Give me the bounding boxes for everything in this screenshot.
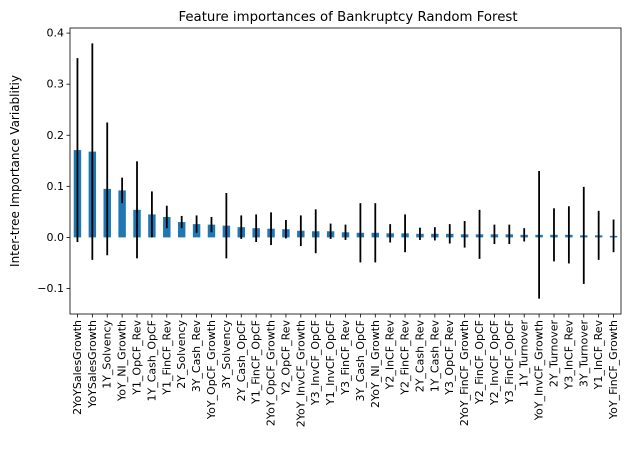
x-tick-label: Y2_FinCF_Rev bbox=[399, 320, 412, 396]
y-axis-ticks: −0.1 0.0 0.1 0.2 0.3 0.4 bbox=[37, 27, 70, 295]
y-tick-label: −0.1 bbox=[37, 282, 64, 295]
x-tick-label: Y2_InvCF_OpCF bbox=[488, 320, 501, 406]
x-tick-label: Y1_InvCF_OpCF bbox=[324, 320, 337, 406]
x-tick-label: Y2_OpCF_Rev bbox=[279, 320, 292, 396]
x-tick-label: Y2_FinCF_OpCF bbox=[473, 320, 486, 405]
x-tick-label: 2Y_Cash_OpCF bbox=[235, 320, 248, 402]
x-tick-label: 1Y_Turnover bbox=[518, 320, 531, 388]
x-axis-ticks: 2YoYSalesGrowth YoYSalesGrowth 1Y_Solvency… bbox=[71, 314, 620, 427]
y-axis-label: Inter-tree Importance Variablitiy bbox=[8, 75, 22, 267]
y-tick-label: 0.1 bbox=[47, 180, 65, 193]
x-tick-label: Y1_FinCF_OpCF bbox=[250, 320, 263, 405]
bars bbox=[73, 150, 618, 238]
y-tick-label: 0.4 bbox=[47, 27, 65, 40]
x-tick-label: 2YoYSalesGrowth bbox=[71, 320, 84, 415]
x-tick-label: Y3_InvCF_OpCF bbox=[309, 320, 322, 406]
x-tick-label: 3Y_Turnover bbox=[577, 320, 590, 388]
x-tick-label: 2YoY_OpCF_Growth bbox=[265, 320, 278, 426]
x-tick-label: YoY_NI_Growth bbox=[116, 320, 129, 402]
bar bbox=[118, 190, 126, 238]
chart-title: Feature importances of Bankruptcy Random… bbox=[178, 10, 517, 25]
x-tick-label: 1Y_Cash_OpCF bbox=[145, 320, 158, 402]
y-tick-label: 0.3 bbox=[47, 78, 65, 91]
x-tick-label: 3Y_Cash_OpCF bbox=[354, 320, 367, 402]
x-tick-label: Y1_FinCF_Rev bbox=[160, 320, 173, 396]
x-tick-label: 2YoY_FinCF_Growth bbox=[458, 320, 471, 426]
x-tick-label: Y3_FinCF_Rev bbox=[339, 320, 352, 396]
x-tick-label: YoY_OpCF_Growth bbox=[205, 320, 218, 420]
x-tick-label: YoY_InvCF_Growth bbox=[533, 320, 546, 421]
x-tick-label: 1Y_Cash_Rev bbox=[428, 320, 441, 393]
x-tick-label: 2Y_Turnover bbox=[547, 320, 560, 388]
bar bbox=[177, 222, 186, 238]
x-tick-label: YoY_FinCF_Growth bbox=[607, 320, 620, 420]
x-tick-label: Y2_InCF_Rev bbox=[384, 320, 397, 391]
x-tick-label: 3Y_Cash_Rev bbox=[190, 320, 203, 393]
x-tick-label: Y3_FinCF_OpCF bbox=[503, 320, 516, 405]
plot-area-frame bbox=[69, 27, 622, 315]
x-tick-label: YoYSalesGrowth bbox=[86, 320, 99, 409]
x-tick-label: Y1_InCF_Rev bbox=[592, 320, 605, 391]
x-tick-label: 3Y_Solvency bbox=[220, 320, 233, 389]
x-tick-label: 2Y_Solvency bbox=[175, 320, 188, 389]
y-tick-label: 0.2 bbox=[47, 129, 65, 142]
x-tick-label: 1Y_Solvency bbox=[101, 320, 114, 389]
x-tick-label: 2YoY_InvCF_Growth bbox=[294, 320, 307, 427]
x-tick-label: Y3_OpCF_Rev bbox=[443, 320, 456, 396]
x-tick-label: Y3_InCF_Rev bbox=[562, 320, 575, 391]
x-tick-label: 2YoY_NI_Growth bbox=[369, 320, 382, 408]
x-tick-label: Y1_OpCF_Rev bbox=[131, 320, 144, 396]
y-tick-label: 0.0 bbox=[47, 231, 65, 244]
x-tick-label: 2Y_Cash_Rev bbox=[413, 320, 426, 393]
error-bars bbox=[76, 43, 615, 299]
